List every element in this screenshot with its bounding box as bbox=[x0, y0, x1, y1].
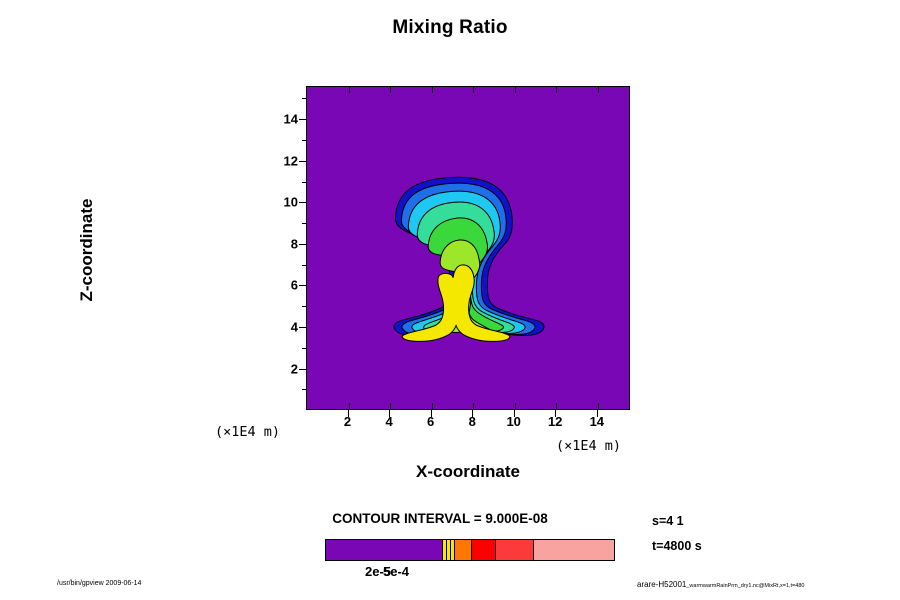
x-label-14: 14 bbox=[589, 414, 605, 429]
x-tick-inner-bottom-4 bbox=[390, 403, 392, 409]
y-tick-minor-9 bbox=[302, 223, 306, 225]
x-tick-2 bbox=[347, 410, 349, 417]
x-tick-inner-6 bbox=[431, 87, 433, 93]
x-label-4: 4 bbox=[385, 414, 393, 429]
x-tick-inner-bottom-8 bbox=[473, 403, 475, 409]
y-tick-minor-11 bbox=[302, 181, 306, 183]
colorbar-segment-3[interactable] bbox=[446, 540, 451, 560]
x-tick-inner-bottom-14 bbox=[597, 403, 599, 409]
y-label-4: 4 bbox=[290, 319, 298, 335]
x-tick-14 bbox=[596, 410, 598, 417]
y-tick-minor-7 bbox=[302, 264, 306, 266]
colorbar[interactable] bbox=[325, 539, 615, 561]
x-tick-8 bbox=[472, 410, 474, 417]
colorbar-segment-1[interactable] bbox=[326, 540, 443, 560]
colorbar-segment-7[interactable] bbox=[496, 540, 534, 560]
y-tick-minor-1 bbox=[302, 389, 306, 391]
x-tick-inner-bottom-12 bbox=[556, 403, 558, 409]
colorbar-tick-label-low: 2e-5 bbox=[364, 564, 392, 579]
y-axis-title: Z-coordinate bbox=[77, 198, 96, 302]
footer-dataset-detail: _warmwarmRainPrm_dry1.nc@MixRt,x=1,t=480 bbox=[686, 583, 805, 589]
x-tick-inner-bottom-6 bbox=[431, 403, 433, 409]
y-tick-8 bbox=[299, 243, 306, 245]
colorbar-tick-label-high: 5e-4 bbox=[382, 564, 410, 579]
x-axis-unit-label: (×1E4 m) bbox=[556, 438, 622, 454]
x-tick-inner-bottom-2 bbox=[348, 403, 350, 409]
x-tick-12 bbox=[555, 410, 557, 417]
footer-command-text: /usr/bin/gpview 2009-06-14 bbox=[57, 580, 142, 587]
x-tick-inner-2 bbox=[348, 87, 350, 93]
y-label-8: 8 bbox=[290, 236, 298, 252]
y-axis-tick-labels: 2 4 6 8 10 12 14 bbox=[266, 86, 298, 410]
page-title: Mixing Ratio bbox=[392, 17, 508, 38]
colorbar-segment-5[interactable] bbox=[454, 540, 472, 560]
y-label-10: 10 bbox=[283, 194, 298, 210]
y-tick-2 bbox=[299, 368, 306, 370]
x-tick-inner-10 bbox=[514, 87, 516, 93]
y-label-2: 2 bbox=[290, 361, 298, 376]
y-tick-12 bbox=[299, 160, 306, 162]
contour-plume-graphic bbox=[307, 87, 629, 409]
x-tick-4 bbox=[389, 410, 391, 417]
y-tick-minor-5 bbox=[302, 306, 306, 308]
x-label-2: 2 bbox=[343, 414, 352, 429]
y-tick-6 bbox=[299, 285, 306, 287]
y-tick-14 bbox=[299, 119, 306, 121]
contour-interval-label: CONTOUR INTERVAL = 9.000E-08 bbox=[332, 511, 548, 526]
y-label-6: 6 bbox=[290, 277, 298, 293]
y-tick-4 bbox=[299, 327, 306, 328]
y-label-14: 14 bbox=[283, 111, 298, 127]
x-axis-ticks bbox=[306, 410, 630, 417]
colorbar-segment-4[interactable] bbox=[450, 540, 455, 560]
x-axis-title: X-coordinate bbox=[416, 462, 520, 481]
x-tick-10 bbox=[513, 410, 515, 417]
footer-dataset-name: arare-H52001 bbox=[637, 580, 687, 589]
annotation-time: t=4800 s bbox=[652, 539, 702, 553]
y-tick-minor-3 bbox=[302, 347, 306, 349]
y-tick-minor-13 bbox=[302, 140, 306, 141]
x-tick-inner-4 bbox=[390, 87, 392, 93]
annotation-sigma: s=4 1 bbox=[652, 514, 684, 528]
contour-plot-area[interactable] bbox=[306, 86, 630, 410]
x-tick-inner-12 bbox=[556, 87, 558, 93]
x-label-10: 10 bbox=[506, 414, 521, 429]
x-tick-inner-8 bbox=[473, 87, 475, 93]
colorbar-segment-2[interactable] bbox=[442, 540, 447, 560]
x-label-6: 6 bbox=[426, 414, 435, 429]
x-tick-inner-bottom-10 bbox=[514, 403, 516, 409]
y-tick-minor-15 bbox=[302, 98, 306, 100]
x-axis-tick-labels: 2 4 6 8 10 12 14 bbox=[306, 414, 630, 434]
x-tick-inner-14 bbox=[597, 87, 599, 93]
y-label-12: 12 bbox=[283, 153, 298, 169]
y-tick-10 bbox=[299, 202, 306, 204]
footer-dataset-text: arare-H52001_warmwarmRainPrm_dry1.nc@Mix… bbox=[637, 580, 804, 589]
x-label-12: 12 bbox=[547, 414, 563, 429]
colorbar-segment-8[interactable] bbox=[533, 540, 614, 560]
y-axis-unit-label: (×1E4 m) bbox=[215, 424, 281, 440]
x-tick-6 bbox=[430, 410, 432, 417]
y-axis-ticks bbox=[299, 86, 307, 410]
colorbar-segment-6[interactable] bbox=[471, 540, 497, 560]
x-label-8: 8 bbox=[468, 414, 476, 429]
